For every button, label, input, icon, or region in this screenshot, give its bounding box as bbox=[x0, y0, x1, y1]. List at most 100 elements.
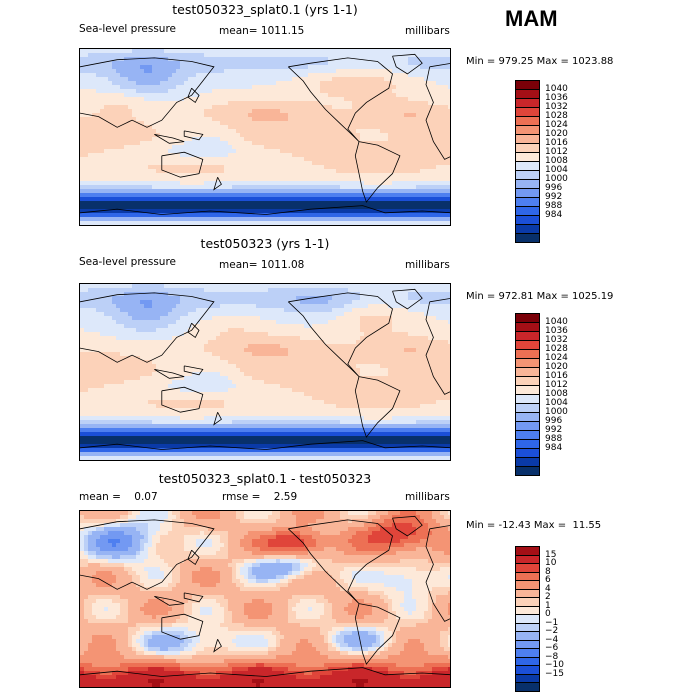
field-cell bbox=[148, 535, 152, 539]
field-cell bbox=[192, 639, 200, 643]
colorbar-swatch bbox=[515, 682, 540, 692]
field-cell bbox=[224, 400, 324, 404]
field-cell bbox=[376, 627, 388, 631]
field-cell bbox=[384, 643, 388, 647]
field-cell bbox=[188, 77, 292, 81]
field-cell bbox=[128, 571, 136, 575]
field-cell bbox=[332, 575, 340, 579]
field-cell bbox=[408, 292, 450, 296]
field-cell bbox=[364, 683, 450, 687]
field-cell bbox=[100, 109, 132, 113]
field-cell bbox=[80, 643, 88, 647]
field-cell bbox=[80, 683, 152, 687]
field-cell bbox=[448, 639, 450, 643]
field-cell bbox=[276, 575, 284, 579]
field-cell bbox=[220, 137, 244, 141]
colorbar-tick-label: 2 bbox=[545, 592, 551, 602]
field-cell bbox=[80, 217, 450, 221]
field-cell bbox=[384, 599, 392, 603]
field-cell bbox=[344, 627, 376, 631]
field-cell bbox=[156, 364, 236, 368]
field-cell bbox=[144, 121, 220, 125]
field-cell bbox=[372, 643, 380, 647]
field-cell bbox=[380, 364, 450, 368]
field-cell bbox=[132, 535, 144, 539]
field-cell bbox=[172, 519, 184, 523]
field-cell bbox=[316, 539, 348, 543]
field-cell bbox=[368, 527, 380, 531]
field-cell bbox=[128, 611, 144, 615]
field-cell bbox=[168, 515, 176, 519]
colorbar-tick-label: 1028 bbox=[545, 344, 568, 354]
field-cell bbox=[296, 519, 316, 523]
field-cell bbox=[80, 452, 450, 456]
field-cell bbox=[128, 619, 176, 623]
colorbar-tick-label: 1036 bbox=[545, 93, 568, 103]
field-cell bbox=[296, 647, 316, 651]
field-cell bbox=[152, 420, 232, 424]
coastline bbox=[80, 205, 450, 215]
field-cell bbox=[432, 667, 448, 671]
field-cell bbox=[128, 615, 152, 619]
field-cell bbox=[80, 181, 180, 185]
field-cell bbox=[232, 615, 248, 619]
field-cell bbox=[296, 663, 324, 667]
field-cell bbox=[80, 675, 96, 679]
panel-2-mean-label: mean= 1011.08 bbox=[219, 259, 305, 271]
field-cell bbox=[100, 563, 124, 567]
field-cell bbox=[136, 551, 140, 555]
field-cell bbox=[348, 539, 368, 543]
field-cell bbox=[324, 603, 332, 607]
field-cell bbox=[196, 308, 284, 312]
field-cell bbox=[296, 615, 320, 619]
field-cell bbox=[376, 647, 384, 651]
field-cell bbox=[144, 304, 152, 308]
colorbar-tick-label: 6 bbox=[545, 575, 551, 585]
field-cell bbox=[444, 515, 450, 519]
field-cell bbox=[348, 519, 352, 523]
field-cell bbox=[192, 137, 220, 141]
field-cell bbox=[280, 384, 450, 388]
field-cell bbox=[164, 667, 180, 671]
field-cell bbox=[180, 663, 228, 667]
field-cell bbox=[272, 667, 288, 671]
field-cell bbox=[348, 667, 372, 671]
field-cell bbox=[256, 304, 344, 308]
field-cell bbox=[80, 567, 124, 571]
colorbar-tick-label: 1040 bbox=[545, 317, 568, 327]
field-cell bbox=[356, 340, 448, 344]
field-cell bbox=[404, 599, 416, 603]
field-cell bbox=[300, 535, 312, 539]
field-cell bbox=[432, 515, 444, 519]
field-cell bbox=[292, 77, 332, 81]
field-cell bbox=[312, 559, 332, 563]
panel-1-map bbox=[79, 48, 451, 226]
field-cell bbox=[292, 511, 324, 515]
field-cell bbox=[80, 591, 368, 595]
field-cell bbox=[324, 400, 436, 404]
field-cell bbox=[152, 683, 160, 687]
field-cell bbox=[192, 603, 220, 607]
field-cell bbox=[328, 599, 352, 603]
field-cell bbox=[256, 683, 260, 687]
field-cell bbox=[340, 511, 348, 515]
field-cell bbox=[356, 683, 364, 687]
field-cell bbox=[332, 611, 348, 615]
field-cell bbox=[84, 603, 92, 607]
field-cell bbox=[392, 643, 404, 647]
field-cell bbox=[212, 611, 224, 615]
field-cell bbox=[244, 511, 272, 515]
field-cell bbox=[348, 603, 372, 607]
field-cell bbox=[228, 647, 268, 651]
field-cell bbox=[352, 308, 408, 312]
field-cell bbox=[140, 643, 144, 647]
field-cell bbox=[168, 511, 172, 515]
field-cell bbox=[136, 117, 212, 121]
field-cell bbox=[80, 412, 450, 416]
field-cell bbox=[168, 647, 184, 651]
field-cell bbox=[172, 527, 208, 531]
field-cell bbox=[436, 595, 450, 599]
field-cell bbox=[264, 145, 450, 149]
field-cell bbox=[212, 543, 224, 547]
field-cell bbox=[80, 579, 92, 583]
